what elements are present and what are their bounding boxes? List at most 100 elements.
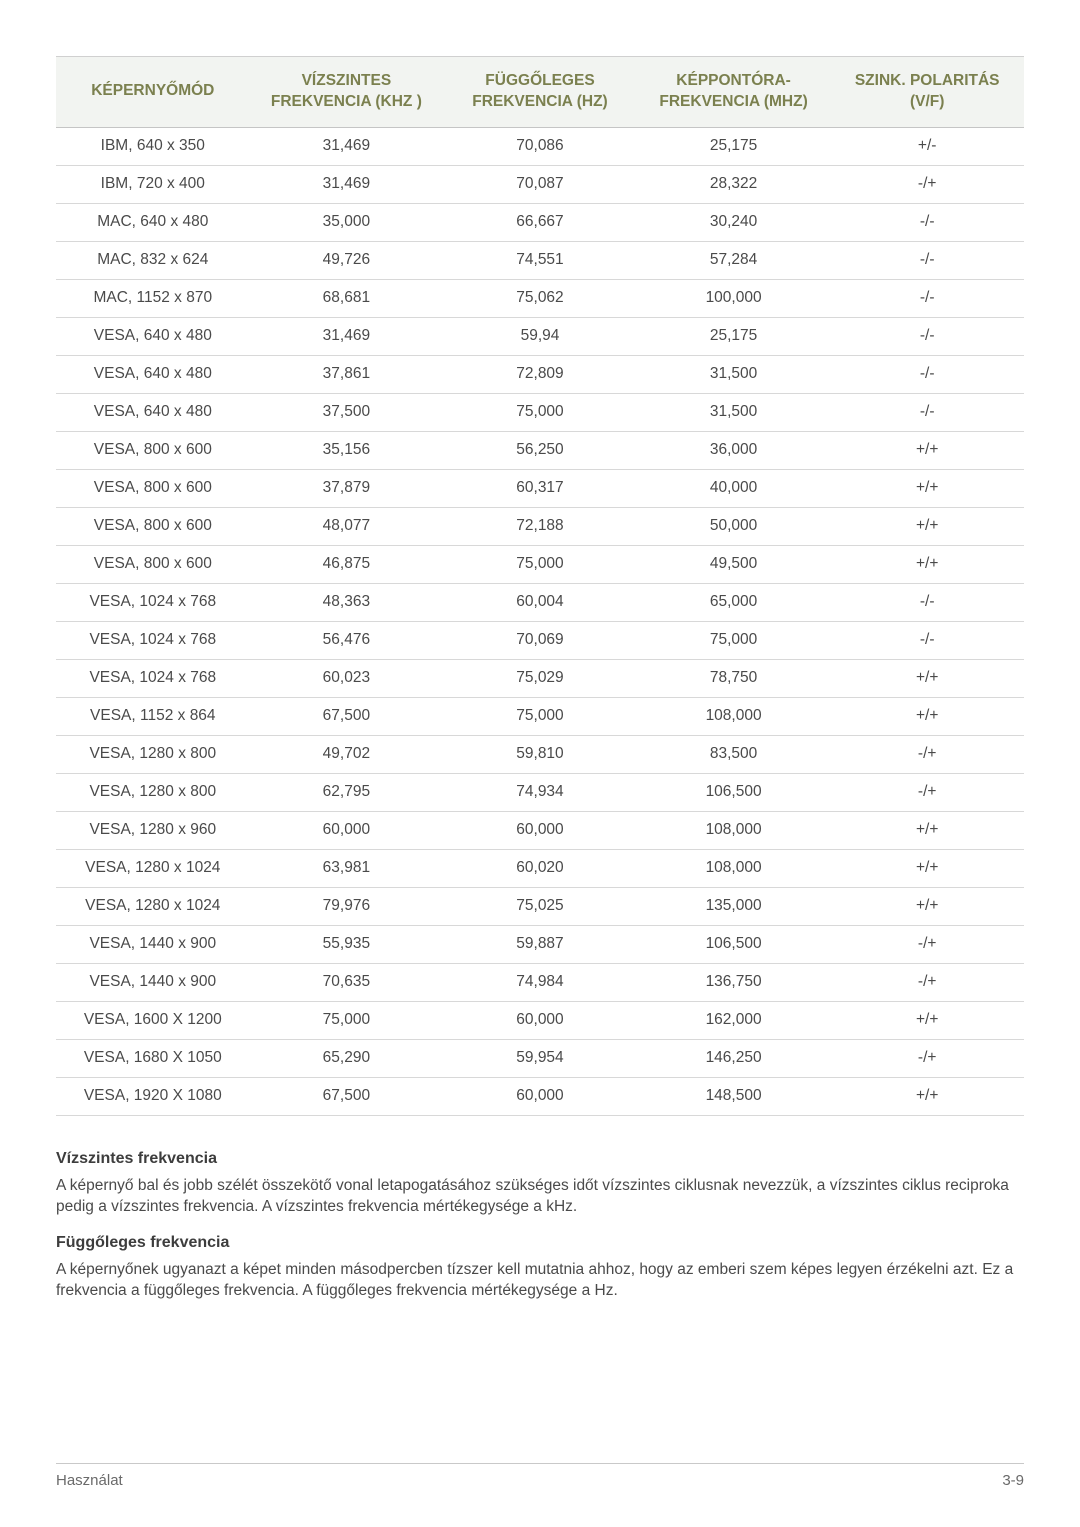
table-row: VESA, 1024 x 76860,02375,02978,750+/+ (56, 659, 1024, 697)
table-row: IBM, 720 x 40031,46970,08728,322-/+ (56, 165, 1024, 203)
table-cell: VESA, 1024 x 768 (56, 583, 250, 621)
table-cell: +/+ (830, 1001, 1024, 1039)
table-cell: 56,250 (443, 431, 637, 469)
table-cell: VESA, 640 x 480 (56, 317, 250, 355)
table-cell: 108,000 (637, 849, 831, 887)
table-header: KÉPERNYŐMÓDVÍZSZINTESFREKVENCIA (KHZ )FÜ… (56, 57, 1024, 128)
table-cell: 59,810 (443, 735, 637, 773)
table-cell: -/- (830, 203, 1024, 241)
table-cell: 60,004 (443, 583, 637, 621)
section-body: A képernyőnek ugyanazt a képet minden má… (56, 1260, 1024, 1302)
section-title: Vízszintes frekvencia (56, 1150, 1024, 1168)
table-cell: -/- (830, 621, 1024, 659)
table-cell: +/+ (830, 659, 1024, 697)
table-cell: IBM, 640 x 350 (56, 127, 250, 165)
table-cell: VESA, 1280 x 1024 (56, 849, 250, 887)
table-cell: 72,809 (443, 355, 637, 393)
table-cell: -/+ (830, 773, 1024, 811)
table-cell: 65,000 (637, 583, 831, 621)
table-cell: +/+ (830, 545, 1024, 583)
table-cell: VESA, 800 x 600 (56, 545, 250, 583)
table-cell: 74,984 (443, 963, 637, 1001)
table-cell: 35,156 (250, 431, 444, 469)
table-row: MAC, 1152 x 87068,68175,062100,000-/- (56, 279, 1024, 317)
table-cell: 148,500 (637, 1077, 831, 1115)
table-cell: 56,476 (250, 621, 444, 659)
table-cell: 106,500 (637, 925, 831, 963)
footer-left: Használat (56, 1472, 123, 1489)
table-cell: 60,000 (443, 1001, 637, 1039)
table-cell: 75,025 (443, 887, 637, 925)
table-cell: IBM, 720 x 400 (56, 165, 250, 203)
table-cell: 48,363 (250, 583, 444, 621)
table-cell: 31,469 (250, 127, 444, 165)
table-row: VESA, 640 x 48031,46959,9425,175-/- (56, 317, 1024, 355)
table-cell: 108,000 (637, 697, 831, 735)
table-cell: 75,000 (637, 621, 831, 659)
table-cell: 70,635 (250, 963, 444, 1001)
table-cell: 75,000 (443, 393, 637, 431)
table-cell: VESA, 1680 X 1050 (56, 1039, 250, 1077)
table-cell: +/+ (830, 887, 1024, 925)
table-cell: 28,322 (637, 165, 831, 203)
table-row: VESA, 640 x 48037,50075,00031,500-/- (56, 393, 1024, 431)
table-cell: 74,934 (443, 773, 637, 811)
table-row: MAC, 640 x 48035,00066,66730,240-/- (56, 203, 1024, 241)
table-cell: 60,000 (250, 811, 444, 849)
table-cell: VESA, 1280 x 800 (56, 735, 250, 773)
table-cell: 59,954 (443, 1039, 637, 1077)
table-cell: 37,879 (250, 469, 444, 507)
table-cell: VESA, 1024 x 768 (56, 659, 250, 697)
table-cell: -/+ (830, 165, 1024, 203)
column-header: FÜGGŐLEGESFREKVENCIA (HZ) (443, 57, 637, 128)
table-row: VESA, 800 x 60037,87960,31740,000+/+ (56, 469, 1024, 507)
section-horizontal-freq: Vízszintes frekvencia A képernyő bal és … (56, 1150, 1024, 1302)
table-cell: -/+ (830, 963, 1024, 1001)
table-row: VESA, 640 x 48037,86172,80931,500-/- (56, 355, 1024, 393)
column-header: KÉPPONTÓRA-FREKVENCIA (MHZ) (637, 57, 831, 128)
table-cell: +/+ (830, 697, 1024, 735)
table-row: VESA, 1440 x 90055,93559,887106,500-/+ (56, 925, 1024, 963)
table-cell: 75,000 (443, 697, 637, 735)
table-cell: -/- (830, 583, 1024, 621)
table-cell: 30,240 (637, 203, 831, 241)
table-cell: 37,861 (250, 355, 444, 393)
table-cell: -/- (830, 279, 1024, 317)
table-cell: 60,000 (443, 811, 637, 849)
table-row: VESA, 800 x 60046,87575,00049,500+/+ (56, 545, 1024, 583)
table-cell: 62,795 (250, 773, 444, 811)
table-cell: VESA, 1920 X 1080 (56, 1077, 250, 1115)
table-cell: 136,750 (637, 963, 831, 1001)
table-row: VESA, 1280 x 96060,00060,000108,000+/+ (56, 811, 1024, 849)
table-cell: 68,681 (250, 279, 444, 317)
table-cell: -/- (830, 355, 1024, 393)
table-row: VESA, 1024 x 76848,36360,00465,000-/- (56, 583, 1024, 621)
table-cell: -/- (830, 393, 1024, 431)
table-cell: 63,981 (250, 849, 444, 887)
table-cell: 65,290 (250, 1039, 444, 1077)
table-cell: -/+ (830, 1039, 1024, 1077)
page-footer: Használat 3-9 (56, 1463, 1024, 1489)
table-cell: +/+ (830, 507, 1024, 545)
table-cell: 60,020 (443, 849, 637, 887)
table-cell: VESA, 800 x 600 (56, 469, 250, 507)
table-cell: 78,750 (637, 659, 831, 697)
table-cell: MAC, 1152 x 870 (56, 279, 250, 317)
table-cell: 31,500 (637, 355, 831, 393)
table-cell: -/- (830, 241, 1024, 279)
table-cell: 40,000 (637, 469, 831, 507)
table-cell: 108,000 (637, 811, 831, 849)
table-cell: 35,000 (250, 203, 444, 241)
table-cell: 146,250 (637, 1039, 831, 1077)
table-cell: 37,500 (250, 393, 444, 431)
table-cell: MAC, 640 x 480 (56, 203, 250, 241)
table-cell: 66,667 (443, 203, 637, 241)
table-row: VESA, 800 x 60048,07772,18850,000+/+ (56, 507, 1024, 545)
table-row: VESA, 1680 X 105065,29059,954146,250-/+ (56, 1039, 1024, 1077)
table-cell: +/+ (830, 1077, 1024, 1115)
table-cell: +/+ (830, 431, 1024, 469)
table-cell: 49,702 (250, 735, 444, 773)
table-cell: 135,000 (637, 887, 831, 925)
table-cell: 75,000 (250, 1001, 444, 1039)
table-cell: VESA, 640 x 480 (56, 355, 250, 393)
